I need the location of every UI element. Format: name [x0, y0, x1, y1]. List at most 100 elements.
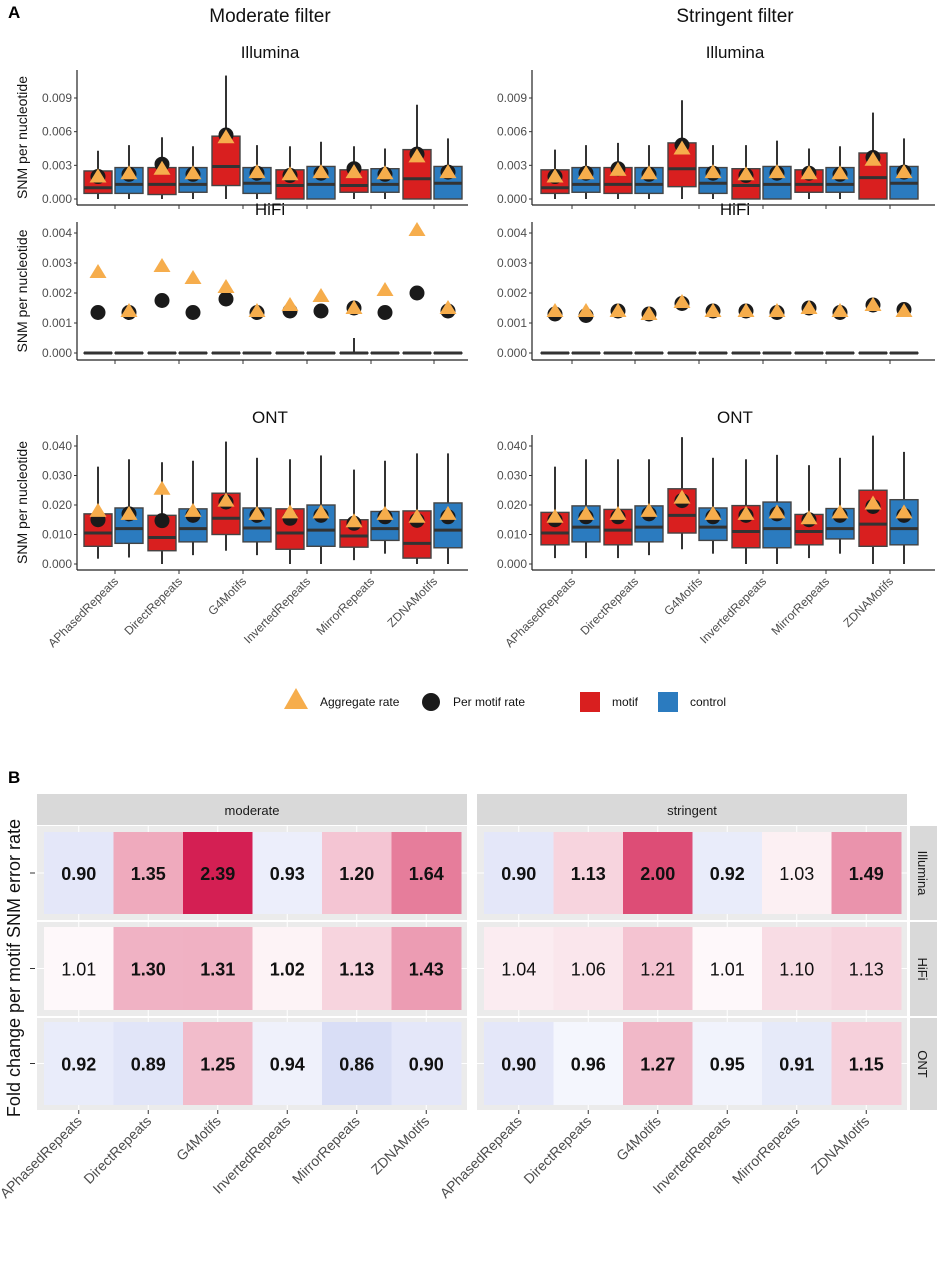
legend-motif-icon	[580, 692, 600, 712]
control-aggregate-point	[376, 165, 394, 180]
control-aggregate-point	[640, 502, 658, 517]
motif-aggregate-point	[217, 279, 235, 293]
x-tick-label: MirrorRepeats	[289, 1113, 363, 1187]
heatmap-cell	[183, 1022, 253, 1105]
control-aggregate-point	[120, 505, 138, 520]
y-tick-label: 0.006	[42, 125, 72, 139]
control-aggregate-point	[248, 505, 266, 520]
y-tick-label: 0.002	[42, 286, 72, 300]
motif-per-motif-point	[90, 305, 106, 320]
heatmap-cell	[322, 927, 392, 1010]
heatmap-cell-label: 2.39	[200, 864, 235, 884]
control-aggregate-point	[184, 165, 202, 180]
heatmap-cell-label: 1.02	[270, 960, 305, 980]
control-aggregate-point	[577, 165, 595, 180]
heatmap-cell-label: 1.13	[571, 864, 606, 884]
column-title: Stringent filter	[676, 6, 794, 27]
control-aggregate-point	[768, 504, 786, 519]
control-aggregate-point	[704, 164, 722, 179]
legend-motif-label: motif	[612, 695, 639, 709]
x-tick-label: APhasedRepeats	[0, 1113, 85, 1201]
y-tick-label: 0.004	[42, 226, 72, 240]
y-tick-label: 0.006	[497, 125, 527, 139]
x-tick-label: APhasedRepeats	[437, 1113, 525, 1201]
motif-aggregate-point	[737, 166, 755, 181]
legend-aggregate-label: Aggregate rate	[320, 695, 400, 709]
heatmap-cell-label: 0.92	[710, 864, 745, 884]
control-per-motif-point	[313, 303, 329, 319]
motif-aggregate-point	[281, 166, 299, 181]
control-aggregate-point	[248, 303, 266, 317]
heatmap-cell-label: 0.92	[61, 1055, 96, 1075]
row-strip-label: ONT	[915, 1050, 930, 1078]
x-tick-label: G4Motifs	[661, 574, 705, 618]
x-tick-label: MirrorRepeats	[729, 1113, 803, 1187]
motif-aggregate-point	[800, 165, 818, 180]
motif-aggregate-point	[89, 502, 107, 517]
control-aggregate-point	[184, 502, 202, 517]
heatmap-facet-moderate: moderate 0.90 1.35 2.39 0.93 1.20 1.64 1.01 1.30…	[0, 794, 467, 1201]
motif-aggregate-point	[673, 140, 691, 155]
heatmap-cell-label: 0.94	[270, 1055, 305, 1075]
control-aggregate-point	[768, 164, 786, 179]
control-aggregate-point	[640, 306, 658, 320]
control-aggregate-point	[439, 300, 457, 314]
x-tick-label: ZDNAMotifs	[840, 574, 896, 630]
heatmap-cell	[623, 1022, 693, 1105]
heatmap-cell-label: 0.90	[61, 864, 96, 884]
heatmap-cell	[623, 927, 693, 1010]
control-aggregate-point	[895, 303, 913, 317]
y-tick-label: 0.030	[497, 469, 527, 483]
y-tick-label: 0.030	[42, 469, 72, 483]
x-tick-label: ZDNAMotifs	[384, 574, 440, 630]
y-tick-label: 0.010	[42, 528, 72, 542]
y-tick-label: 0.000	[497, 346, 527, 360]
motif-aggregate-point	[408, 222, 426, 236]
heatmap-cell-label: 1.03	[779, 864, 814, 884]
control-aggregate-point	[248, 164, 266, 179]
motif-aggregate-point	[864, 297, 882, 311]
row-strip-label: Illumina	[915, 851, 930, 897]
heatmap-cell	[113, 832, 184, 914]
legend: Aggregate rate Per motif rate motif control	[284, 688, 726, 712]
heatmap-cell-label: 1.43	[409, 960, 444, 980]
motif-aggregate-point	[345, 513, 363, 528]
legend-control-icon	[658, 692, 678, 712]
x-tick-label: ZDNAMotifs	[368, 1113, 433, 1178]
motif-aggregate-point	[800, 510, 818, 525]
heatmap-cell	[183, 927, 253, 1010]
heatmap-cell	[391, 927, 462, 1010]
heatmap-cell	[484, 832, 554, 914]
panel-a-label: A	[8, 3, 20, 22]
y-tick-label: 0.040	[42, 439, 72, 453]
x-tick-label: DirectRepeats	[121, 574, 185, 638]
control-aggregate-point	[704, 303, 722, 317]
heatmap-cell	[484, 1022, 554, 1105]
x-tick-label: DirectRepeats	[577, 574, 641, 638]
control-box	[370, 510, 400, 542]
control-aggregate-point	[895, 164, 913, 179]
heatmap-cell-label: 0.90	[409, 1055, 444, 1075]
heatmap-cell-label: 0.95	[710, 1055, 745, 1075]
heatmap-cell-label: 1.30	[131, 960, 166, 980]
heatmap-cell-label: 1.31	[200, 960, 235, 980]
heatmap-cell	[831, 832, 902, 914]
y-tick-label: 0.000	[42, 192, 72, 206]
control-aggregate-point	[312, 164, 330, 179]
control-aggregate-point	[439, 505, 457, 520]
motif-aggregate-point	[89, 168, 107, 183]
heatmap-facet-stringent: stringent 0.90 1.13 2.00 0.92 1.03 1.49 Illumin…	[437, 794, 937, 1201]
control-aggregate-point	[577, 505, 595, 520]
y-tick-label: 0.001	[42, 316, 72, 330]
heatmap-cell-label: 0.91	[779, 1055, 814, 1075]
y-tick-label: 0.004	[497, 226, 527, 240]
facet-strip	[477, 794, 907, 825]
heatmap-cell-label: 2.00	[640, 864, 675, 884]
heatmap-cell-label: 1.15	[849, 1055, 884, 1075]
y-tick-label: 0.003	[42, 158, 72, 172]
y-tick-label: 0.000	[42, 346, 72, 360]
heatmap-cell	[322, 1022, 392, 1105]
y-tick-label: 0.010	[497, 528, 527, 542]
row-strip	[910, 1018, 937, 1110]
